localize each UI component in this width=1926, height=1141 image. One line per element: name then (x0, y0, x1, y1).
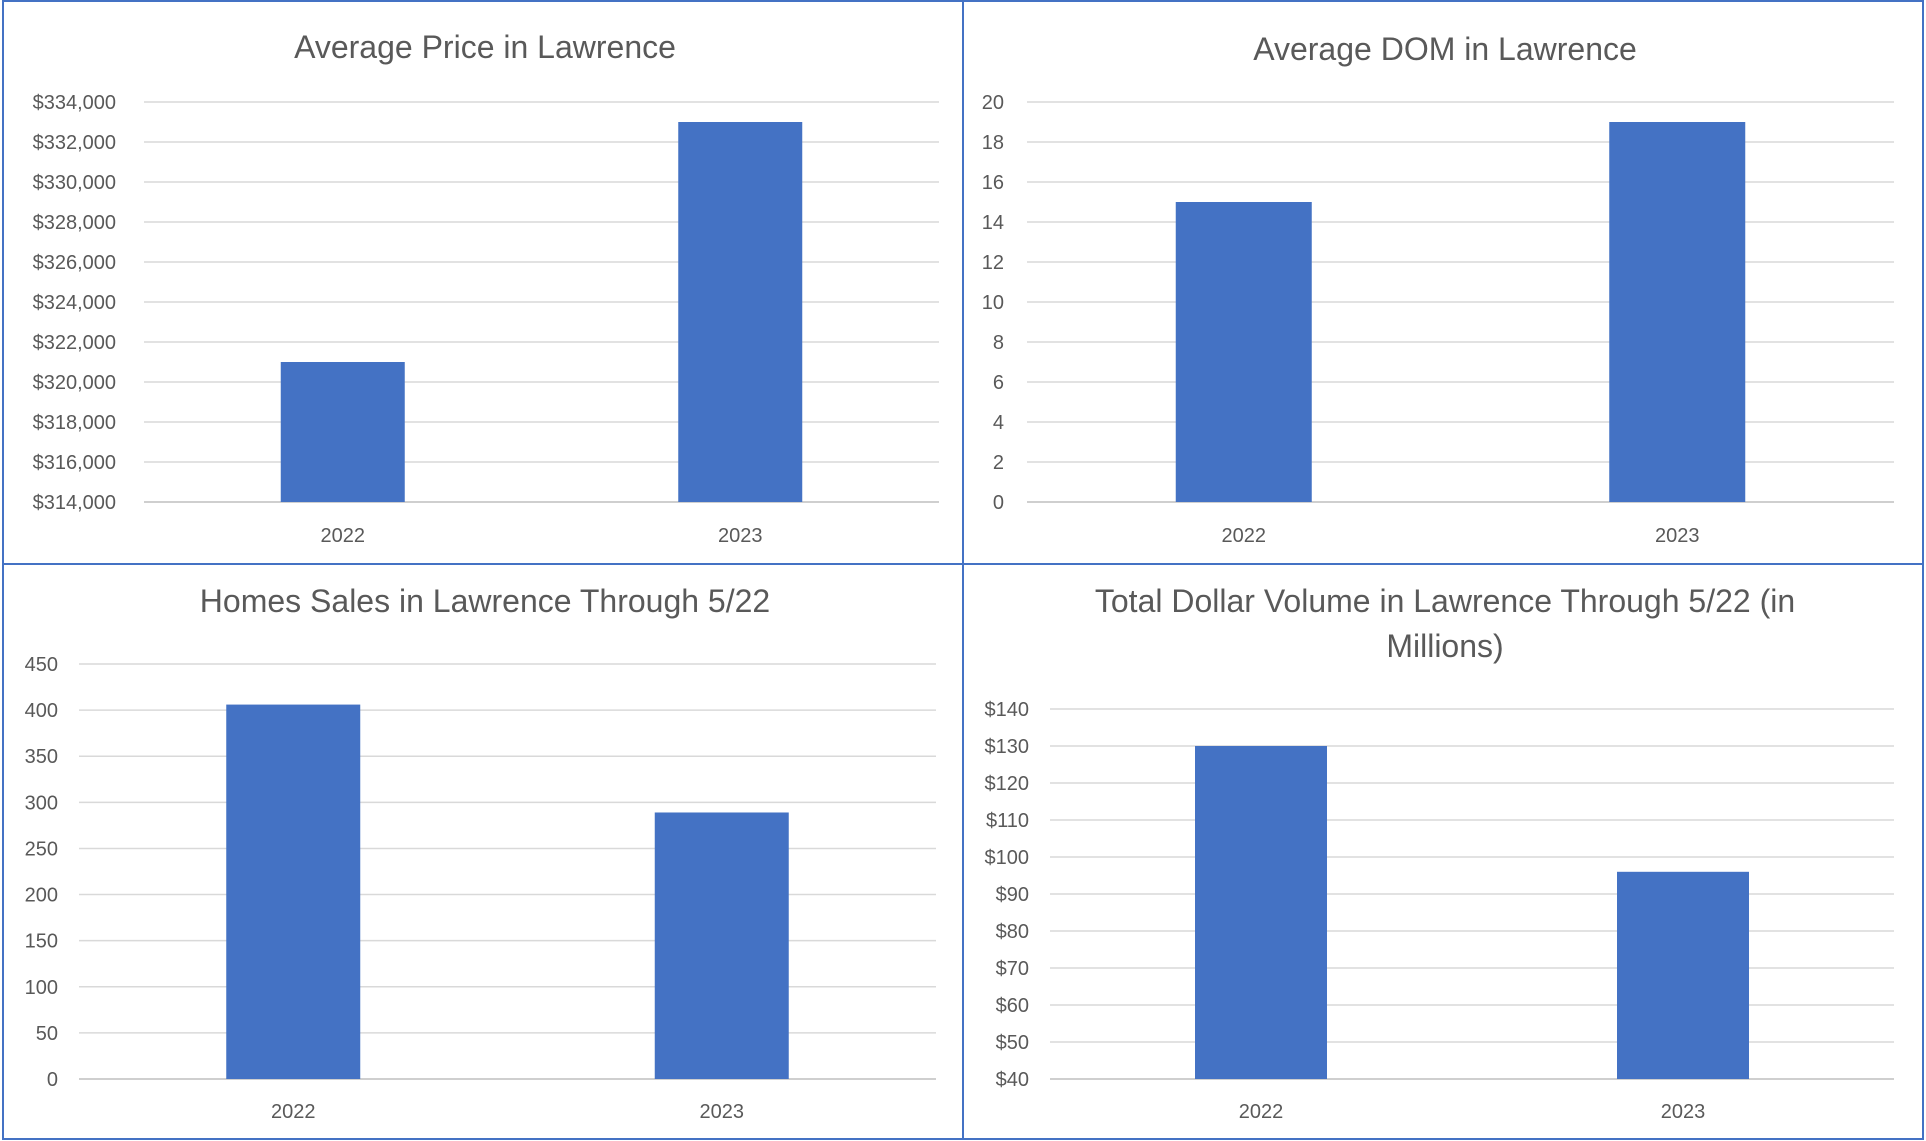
bar-2022 (1175, 202, 1312, 502)
dollar-volume-chart: Total Dollar Volume in Lawrence Through … (985, 583, 1894, 1123)
y-tick-label: 8 (993, 332, 1004, 354)
chart-title: Average DOM in Lawrence (1253, 31, 1637, 67)
y-tick-label: $140 (985, 699, 1030, 721)
y-tick-label: $314,000 (33, 492, 116, 514)
y-tick-label: 50 (36, 1023, 58, 1045)
x-tick-label: 2022 (1222, 525, 1267, 547)
y-tick-label: 16 (982, 172, 1004, 194)
y-tick-label: 20 (982, 92, 1004, 114)
y-tick-label: $60 (996, 995, 1029, 1017)
y-tick-label: 14 (982, 212, 1004, 234)
y-tick-label: 400 (25, 700, 58, 722)
bar-2022 (226, 704, 361, 1079)
y-tick-label: $328,000 (33, 212, 116, 234)
y-tick-label: $320,000 (33, 372, 116, 394)
y-tick-label: 300 (25, 792, 58, 814)
y-tick-label: $80 (996, 921, 1029, 943)
y-tick-label: $332,000 (33, 132, 116, 154)
y-tick-label: 150 (25, 931, 58, 953)
x-tick-label: 2022 (271, 1101, 316, 1123)
y-tick-label: 0 (993, 492, 1004, 514)
y-tick-label: $50 (996, 1032, 1029, 1054)
x-tick-label: 2023 (700, 1101, 745, 1123)
x-tick-label: 2022 (1239, 1101, 1284, 1123)
y-tick-label: 2 (993, 452, 1004, 474)
chart-panel-home-sales: Homes Sales in Lawrence Through 5/22 0 50 1… (2, 563, 964, 1140)
y-tick-label: 200 (25, 885, 58, 907)
home-sales-chart: Homes Sales in Lawrence Through 5/22 0 50 1… (25, 583, 936, 1123)
chart-title: Total Dollar Volume in Lawrence Through … (1095, 583, 1795, 619)
bar-2023 (1609, 122, 1746, 502)
x-tick-label: 2023 (1661, 1101, 1706, 1123)
y-tick-label: $324,000 (33, 292, 116, 314)
y-tick-label: 0 (47, 1069, 58, 1091)
y-tick-label: $330,000 (33, 172, 116, 194)
bar-2023 (1617, 871, 1749, 1079)
x-tick-label: 2023 (718, 525, 763, 547)
bar-2022 (280, 362, 405, 502)
chart-title: Homes Sales in Lawrence Through 5/22 (200, 583, 770, 619)
y-tick-label: $322,000 (33, 332, 116, 354)
y-tick-label: $120 (985, 773, 1030, 795)
x-tick-label: 2022 (321, 525, 366, 547)
y-tick-label: $100 (985, 847, 1030, 869)
bar-2023 (678, 122, 803, 502)
chart-title: Average Price in Lawrence (294, 29, 676, 65)
y-tick-label: 4 (993, 412, 1004, 434)
chart-title: Millions) (1386, 628, 1503, 664)
y-tick-label: 6 (993, 372, 1004, 394)
y-tick-label: 250 (25, 838, 58, 860)
y-tick-label: 18 (982, 132, 1004, 154)
y-tick-label: 12 (982, 252, 1004, 274)
chart-panel-average-dom: Average DOM in Lawrence 0 2 4 6 8 10 12 14 16 18 20… (962, 0, 1924, 565)
y-tick-label: $318,000 (33, 412, 116, 434)
y-tick-label: $110 (986, 810, 1029, 832)
average-price-chart: Average Price in Lawrence $314,000 $316,00… (33, 29, 939, 547)
y-tick-label: $334,000 (33, 92, 116, 114)
y-tick-label: $130 (985, 736, 1030, 758)
chart-panel-dollar-volume: Total Dollar Volume in Lawrence Through … (962, 563, 1924, 1140)
y-tick-label: 350 (25, 746, 58, 768)
y-tick-label: 100 (25, 977, 58, 999)
bar-2022 (1195, 746, 1327, 1079)
y-tick-label: $90 (996, 884, 1029, 906)
y-tick-label: $70 (996, 958, 1029, 980)
y-tick-label: $316,000 (33, 452, 116, 474)
y-tick-label: 10 (982, 292, 1004, 314)
y-tick-label: $40 (996, 1069, 1029, 1091)
x-tick-label: 2023 (1655, 525, 1700, 547)
bar-2023 (654, 812, 789, 1079)
chart-panel-average-price: Average Price in Lawrence $314,000 $316,00… (2, 0, 964, 565)
y-tick-label: 450 (25, 654, 58, 676)
y-tick-label: $326,000 (33, 252, 116, 274)
average-dom-chart: Average DOM in Lawrence 0 2 4 6 8 10 12 14 16 18 20… (982, 31, 1894, 547)
